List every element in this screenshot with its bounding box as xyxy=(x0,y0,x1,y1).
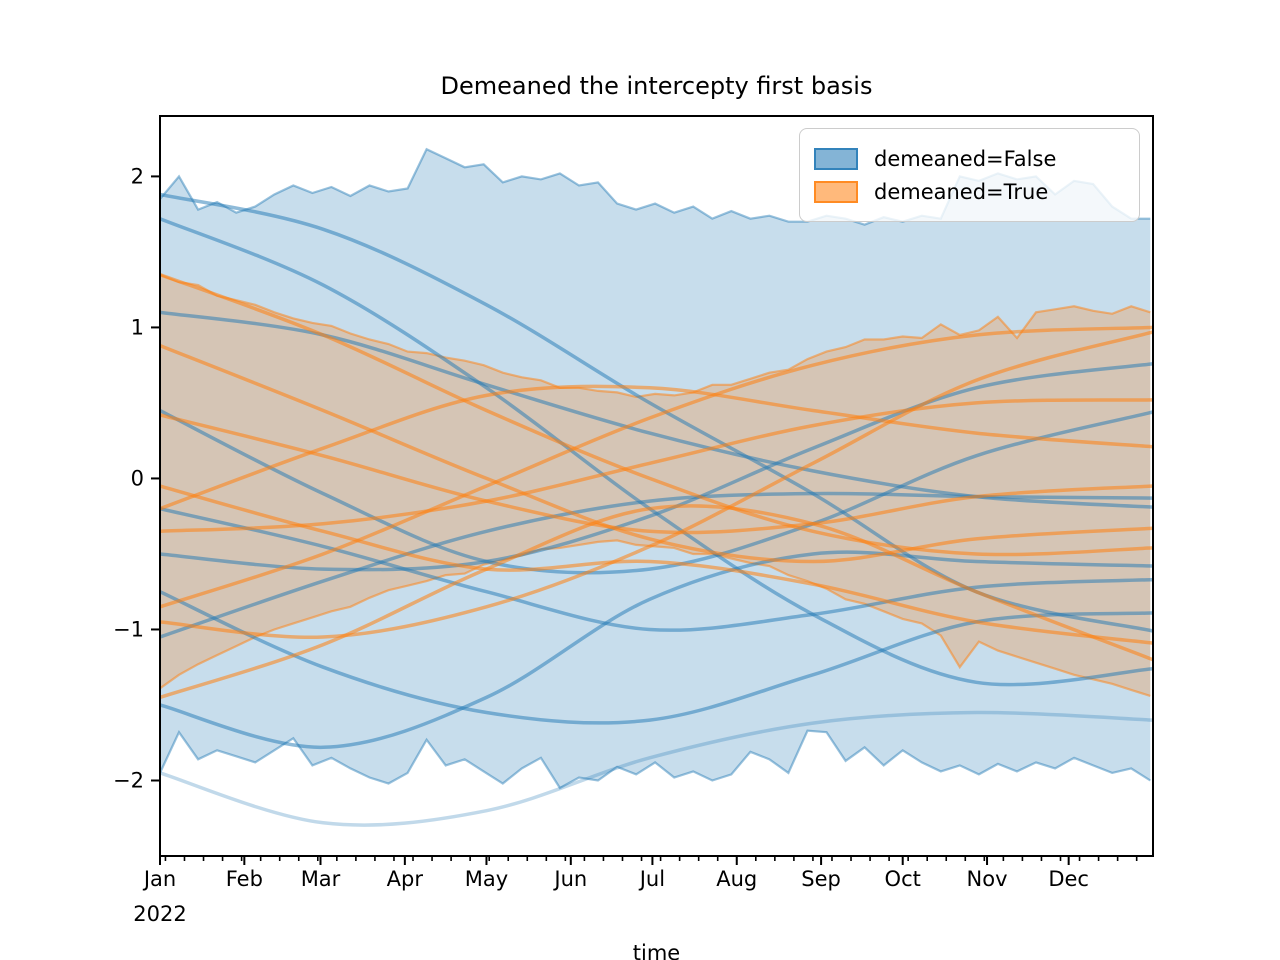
blue-band-lower-edge xyxy=(160,729,1151,790)
orange-band-upper-edge xyxy=(160,273,1151,399)
orange-series-line xyxy=(160,343,1153,564)
y-tick-label: 0 xyxy=(131,466,144,490)
orange-series-line xyxy=(160,398,1153,534)
orange-series-line xyxy=(160,325,1153,609)
blue-series-line xyxy=(160,361,1153,572)
blue-band-area xyxy=(160,149,1151,788)
orange-series-line xyxy=(160,504,1153,700)
legend-entry-demeaned-false: demeaned=False xyxy=(814,147,1125,171)
x-tick-label: Apr xyxy=(387,867,424,891)
x-tick-year-label: 2022 xyxy=(133,902,186,926)
legend-swatch-demeaned-true-icon xyxy=(814,180,858,203)
orange-series-line xyxy=(160,384,1153,511)
y-tick-label: −2 xyxy=(113,768,144,792)
blue-series-line xyxy=(160,408,1153,575)
x-tick-label: Nov xyxy=(967,867,1008,891)
orange-band-area xyxy=(160,274,1151,696)
x-tick-label: Jul xyxy=(638,867,665,891)
x-tick-label: Jun xyxy=(552,867,587,891)
x-tick-label: Feb xyxy=(226,867,263,891)
legend-swatch-demeaned-false-icon xyxy=(814,147,858,170)
series-group xyxy=(160,147,1153,827)
x-tick-label: Dec xyxy=(1048,867,1089,891)
orange-series-line xyxy=(160,413,1153,535)
y-tick-label: −1 xyxy=(113,617,144,641)
blue-series-line xyxy=(160,710,1153,827)
orange-band-lower-edge xyxy=(160,539,1151,697)
orange-series-line xyxy=(160,272,1153,557)
x-tick-label: Oct xyxy=(885,867,921,891)
orange-series-line xyxy=(160,330,1153,640)
x-tick-label: May xyxy=(465,867,508,891)
x-tick-label: Aug xyxy=(716,867,757,891)
x-tick-label: Jan xyxy=(142,867,176,891)
x-axis-label: time xyxy=(632,941,681,960)
page-title: Demeaned the intercepty first basis xyxy=(440,72,873,100)
y-tick-label: 1 xyxy=(131,315,144,339)
legend-entry-demeaned-true: demeaned=True xyxy=(814,180,1125,204)
blue-series-line xyxy=(160,506,1153,632)
blue-series-line xyxy=(160,550,1153,750)
axes-frame xyxy=(159,115,1154,857)
legend-label-demeaned-false: demeaned=False xyxy=(874,146,1057,171)
orange-series-line xyxy=(160,484,1153,645)
x-tick-label: Sep xyxy=(801,867,841,891)
x-tick-label: Mar xyxy=(301,867,341,891)
y-tick-label: 2 xyxy=(131,164,144,188)
legend: demeaned=False demeaned=True xyxy=(799,128,1140,222)
legend-label-demeaned-true: demeaned=True xyxy=(874,179,1049,204)
